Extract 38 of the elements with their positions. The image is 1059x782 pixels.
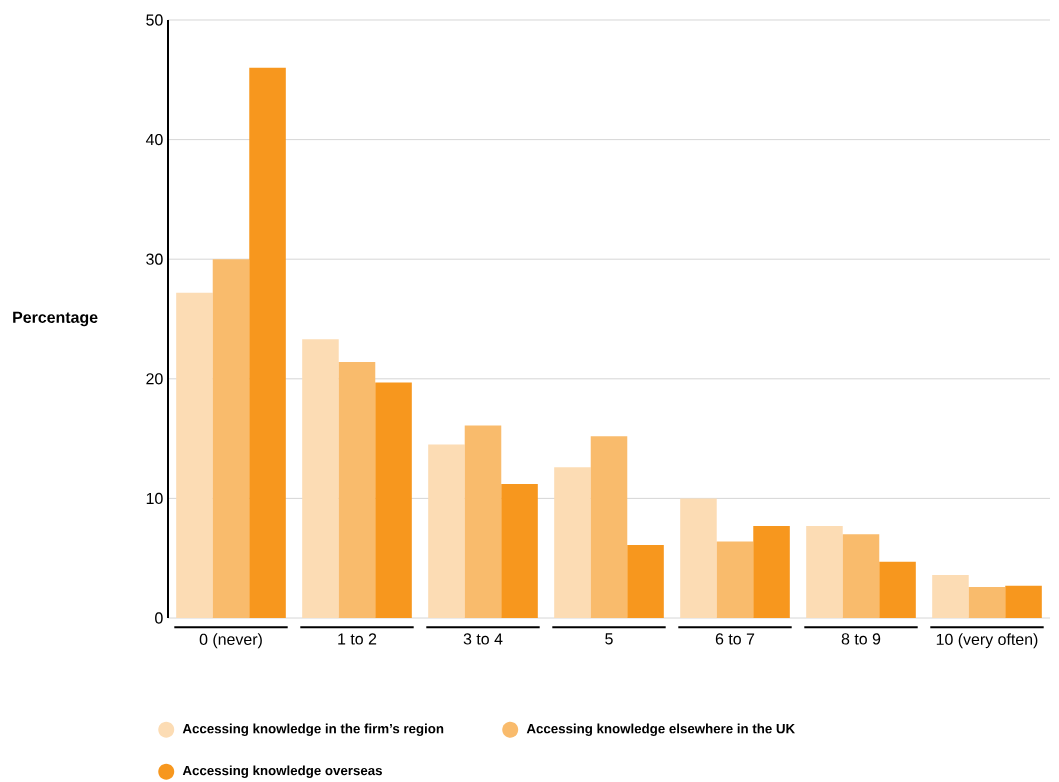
legend-label: Accessing knowledge elsewhere in the UK (526, 723, 796, 737)
bar (1005, 585, 1042, 618)
x-tick-label: 3 to 4 (463, 633, 503, 645)
bar (627, 545, 664, 618)
y-tick-label: 0 (155, 612, 163, 624)
bar (249, 67, 286, 618)
bar (375, 382, 412, 618)
y-tick-label: 10 (146, 492, 163, 505)
y-tick-label: 50 (146, 14, 163, 26)
bar (428, 444, 465, 618)
bar (680, 498, 717, 618)
x-tick-label: 8 to 9 (841, 633, 881, 645)
bar (842, 534, 880, 618)
bar (176, 292, 213, 618)
legend-label: Accessing knowledge overseas (182, 765, 382, 778)
bar (753, 525, 790, 618)
bar (338, 362, 376, 618)
y-tick-label: 40 (145, 133, 163, 146)
bar (879, 561, 916, 618)
y-axis-title: Percentage (13, 311, 98, 327)
y-tick-label: 30 (146, 253, 163, 265)
bar (501, 484, 538, 618)
bar (716, 541, 754, 618)
bar (932, 574, 969, 618)
bar (302, 339, 339, 618)
bar (554, 467, 591, 618)
x-tick-label: 1 to 2 (338, 633, 377, 645)
bar (590, 436, 628, 618)
x-tick-label: 6 to 7 (715, 633, 755, 645)
x-tick-label: 10 (very often) (936, 633, 1038, 649)
bar (212, 259, 250, 618)
bar (464, 425, 502, 618)
legend-label: Accessing knowledge in the firm’s region (182, 723, 444, 737)
bar (968, 586, 1006, 618)
x-tick-label: 0 (never) (199, 633, 262, 649)
y-tick-label: 20 (146, 373, 163, 385)
x-tick-label: 5 (605, 633, 613, 645)
bar (806, 525, 843, 618)
